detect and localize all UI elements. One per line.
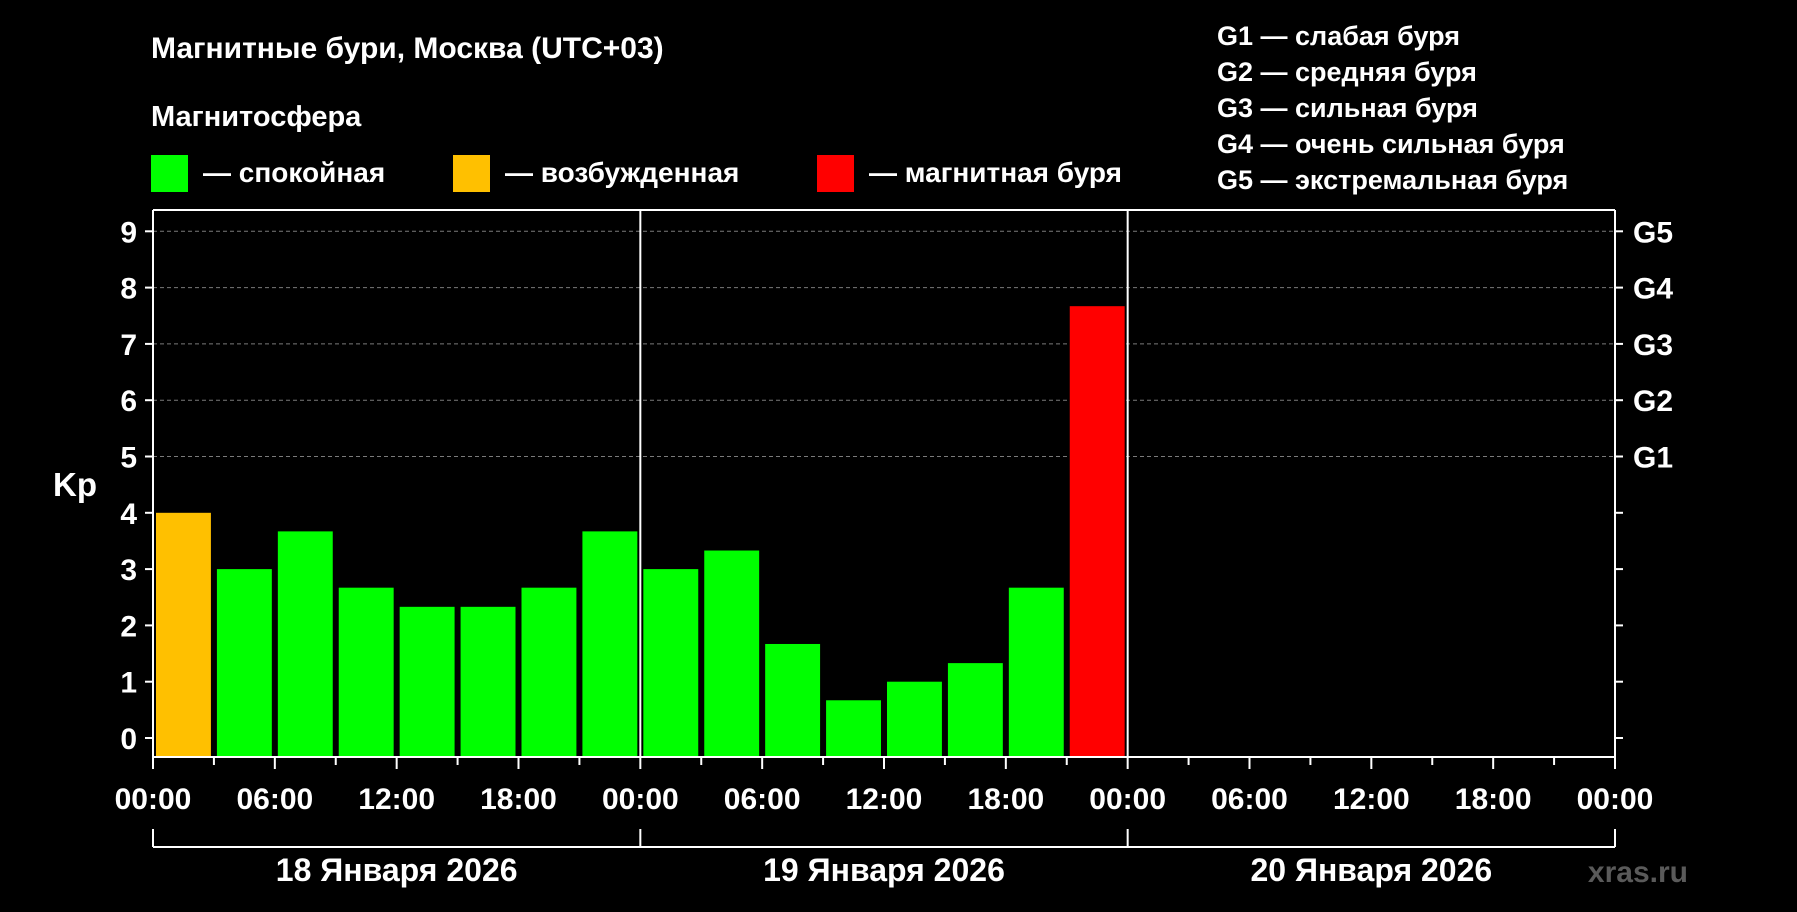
x-tick-label-8: 00:00	[1089, 783, 1166, 816]
bar-7	[582, 531, 638, 757]
bar-13	[947, 663, 1003, 757]
y-tick-label-9: 9	[120, 216, 137, 249]
scale-legend-g3: G3 — сильная буря	[1217, 93, 1478, 123]
day-label-1: 19 Января 2026	[763, 852, 1005, 888]
x-tick-label-10: 12:00	[1333, 783, 1410, 816]
legend-title: Магнитосфера	[151, 101, 362, 133]
scale-legend-g1: G1 — слабая буря	[1217, 21, 1460, 51]
scale-legend-g4: G4 — очень сильная буря	[1217, 129, 1565, 159]
bar-15	[1069, 306, 1125, 757]
bar-0	[156, 512, 211, 757]
y-tick-label-7: 7	[120, 329, 137, 362]
scale-legend-g5: G5 — экстремальная буря	[1217, 165, 1568, 195]
x-tick-label-3: 18:00	[480, 783, 557, 816]
y-tick-label-8: 8	[120, 273, 137, 306]
legend-label-storm: — магнитная буря	[869, 157, 1122, 188]
bars	[156, 306, 1125, 757]
right-tick-label-g1: G1	[1633, 442, 1673, 475]
bar-9	[704, 550, 760, 757]
legend-label-excited: — возбужденная	[505, 157, 739, 188]
x-tick-label-4: 00:00	[602, 783, 679, 816]
watermark: xras.ru	[1588, 856, 1688, 889]
y-tick-label-4: 4	[120, 498, 137, 531]
y-tick-label-3: 3	[120, 554, 137, 587]
y-tick-label-5: 5	[120, 442, 137, 475]
legend-swatch-calm	[151, 155, 188, 192]
x-axis-ticks: 00:00 06:00 12:00 18:00 00:00 06:00 12:00 18:00…	[115, 757, 1654, 816]
bar-10	[765, 643, 821, 757]
right-tick-label-g5: G5	[1633, 216, 1673, 249]
y-tick-label-2: 2	[120, 610, 137, 643]
legend-swatch-storm	[817, 155, 854, 192]
right-tick-label-g4: G4	[1633, 273, 1673, 306]
bar-2	[277, 531, 333, 757]
scale-legend-g2: G2 — средняя буря	[1217, 57, 1477, 87]
legend-swatch-excited	[453, 155, 490, 192]
legend-label-calm: — спокойная	[203, 157, 385, 188]
bar-6	[521, 587, 577, 757]
x-tick-label-2: 12:00	[358, 783, 435, 816]
bar-1	[216, 569, 272, 757]
x-tick-label-0: 00:00	[115, 783, 192, 816]
bar-3	[338, 587, 394, 757]
x-tick-label-7: 18:00	[967, 783, 1044, 816]
chart-title: Магнитные бури, Москва (UTC+03)	[151, 32, 664, 65]
scale-legend: G1 — слабая буря G2 — средняя буря G3 — …	[1217, 21, 1568, 195]
day-labels: 18 Января 2026 19 Января 2026 20 Января 20…	[152, 829, 1616, 888]
state-legend: — спокойная — возбужденная — магнитная б…	[151, 155, 1122, 192]
x-tick-label-12: 00:00	[1577, 783, 1654, 816]
bar-8	[643, 569, 699, 757]
bar-14	[1008, 587, 1064, 757]
right-tick-label-g3: G3	[1633, 329, 1673, 362]
y-axis-ticks: 0 1 2 3 4 5 6 7 8 9	[120, 216, 153, 756]
y-axis-label: Kp	[53, 466, 97, 503]
y-tick-label-0: 0	[120, 723, 137, 756]
bar-12	[887, 681, 942, 757]
day-label-2: 20 Января 2026	[1250, 852, 1492, 888]
bar-11	[826, 700, 881, 757]
y-tick-label-1: 1	[120, 667, 137, 700]
bar-5	[460, 606, 516, 757]
right-tick-label-g2: G2	[1633, 385, 1673, 418]
grid-lines	[153, 230, 1615, 457]
day-label-0: 18 Января 2026	[276, 852, 518, 888]
x-tick-label-1: 06:00	[236, 783, 313, 816]
x-tick-label-6: 12:00	[846, 783, 923, 816]
y-tick-label-6: 6	[120, 385, 137, 418]
x-tick-label-5: 06:00	[724, 783, 801, 816]
x-tick-label-9: 06:00	[1211, 783, 1288, 816]
bar-4	[399, 606, 455, 757]
x-tick-label-11: 18:00	[1455, 783, 1532, 816]
g-scale-ticks: G1 G2 G3 G4 G5	[1615, 216, 1673, 739]
